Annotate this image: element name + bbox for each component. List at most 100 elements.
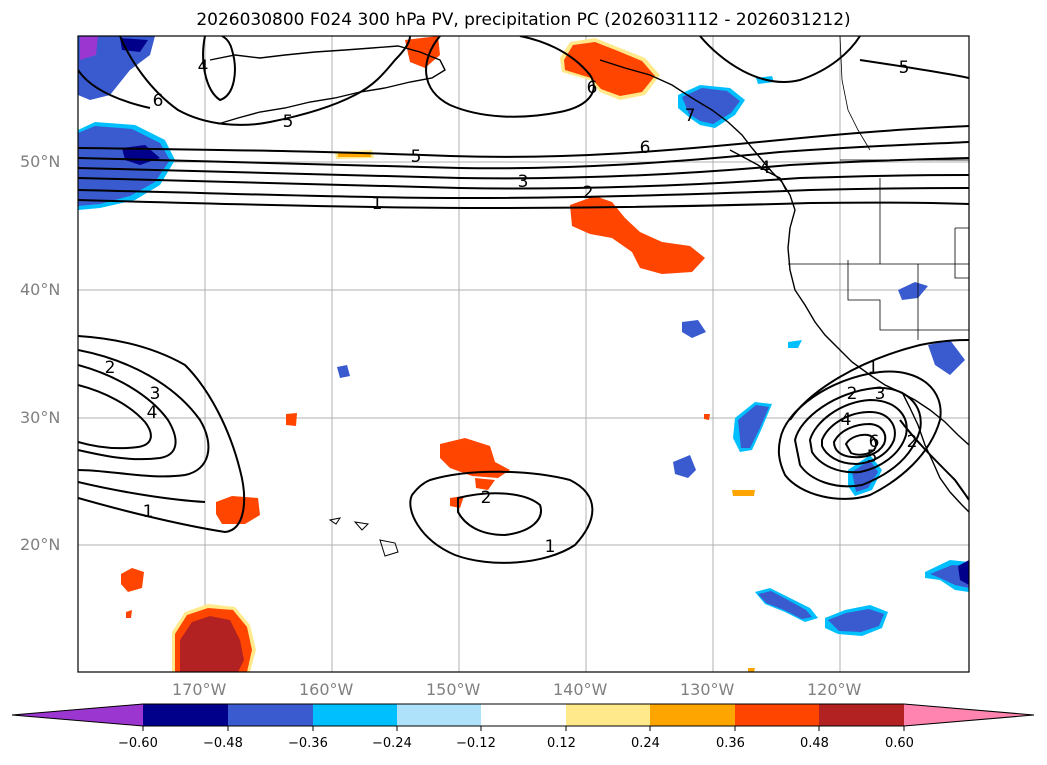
contour-line xyxy=(457,492,542,537)
lon-label: 150°W xyxy=(426,680,481,699)
state-border xyxy=(847,260,969,331)
colorbar-tick-label: 0.60 xyxy=(885,736,914,751)
contour-line xyxy=(859,59,969,79)
precip-area xyxy=(682,88,740,124)
contour-line xyxy=(78,157,969,180)
precip-area xyxy=(440,438,510,478)
lat-label: 20°N xyxy=(20,535,61,554)
map-title: 2026030800 F024 300 hPa PV, precipitatio… xyxy=(196,10,851,30)
contour-line xyxy=(409,470,594,564)
canada-border xyxy=(839,36,871,151)
precip-area xyxy=(286,413,297,426)
contour-label: 2 xyxy=(583,183,594,203)
precip-area xyxy=(405,36,440,68)
contour-label: 1 xyxy=(868,358,879,378)
colorbar-bin xyxy=(650,704,735,726)
lon-label: 160°W xyxy=(299,680,354,699)
colorbar-under-extension xyxy=(12,704,143,726)
contour-label: 2 xyxy=(481,488,492,508)
precip-area xyxy=(475,478,495,490)
state-border xyxy=(954,227,969,279)
contour-line xyxy=(78,384,152,450)
precip-area xyxy=(78,126,170,206)
graticule xyxy=(78,36,969,672)
colorbar-tick-label: 0.12 xyxy=(547,736,576,751)
alaska-peninsula xyxy=(209,45,446,125)
contour-line xyxy=(821,410,896,466)
contour-label: 6 xyxy=(640,138,651,158)
precip-area xyxy=(570,196,705,274)
contour-line xyxy=(899,419,969,501)
precip-negative-areas xyxy=(78,36,969,636)
contour-line xyxy=(832,422,887,459)
contour-line xyxy=(119,36,411,126)
precip-area xyxy=(828,609,884,632)
contour-label: 6 xyxy=(587,78,598,98)
contour-label: 3 xyxy=(150,384,161,404)
contour-label: 4 xyxy=(198,57,209,77)
precip-area xyxy=(788,340,802,348)
lon-label: 170°W xyxy=(172,680,227,699)
precip-area xyxy=(673,455,696,478)
contour-label: 5 xyxy=(283,112,294,132)
precip-area xyxy=(928,340,965,375)
precip-area xyxy=(78,36,155,100)
contour-label: 4 xyxy=(760,158,771,178)
colorbar-bin xyxy=(735,704,819,726)
precip-area xyxy=(337,365,350,378)
contour-label: 4 xyxy=(841,410,852,430)
precip-area xyxy=(704,414,710,420)
contour-label: 6 xyxy=(869,432,880,452)
precip-area xyxy=(120,38,148,52)
contour-label: 1 xyxy=(545,537,556,557)
colorbar-bin xyxy=(819,704,904,726)
contour-line xyxy=(699,36,861,83)
lat-label: 50°N xyxy=(20,152,61,171)
colorbar-tick-label: −0.36 xyxy=(288,736,328,751)
contour-line xyxy=(777,370,942,500)
precip-area xyxy=(738,405,769,448)
colorbar-bin xyxy=(228,704,313,726)
colorbar-tick-label: 0.48 xyxy=(800,736,829,751)
contour-label: 2 xyxy=(105,358,116,378)
contour-label: 1 xyxy=(143,502,154,522)
contour-label: 5 xyxy=(899,58,910,78)
contour-label: 2 xyxy=(907,432,918,452)
contour-label: 5 xyxy=(867,447,878,467)
lat-label: 40°N xyxy=(20,280,61,299)
lon-label: 120°W xyxy=(807,680,862,699)
precip-area xyxy=(126,610,132,618)
precip-positive-areas xyxy=(121,36,755,672)
contour-label: 4 xyxy=(147,403,158,423)
precip-area xyxy=(564,42,655,96)
lon-label: 130°W xyxy=(680,680,735,699)
colorbar-bin xyxy=(397,704,481,726)
contour-line xyxy=(78,141,969,170)
colorbar-bin xyxy=(143,704,228,726)
contour-label: 7 xyxy=(685,106,696,126)
precip-area xyxy=(732,490,755,496)
contour-line xyxy=(78,187,969,200)
precip-area xyxy=(748,668,755,672)
colorbar-tick-marks xyxy=(142,726,905,731)
colorbar xyxy=(11,703,1035,731)
contour-line xyxy=(78,335,246,534)
colorbar-bin xyxy=(481,704,566,726)
contour-line xyxy=(808,398,908,474)
map-frame xyxy=(77,35,970,673)
lon-label: 140°W xyxy=(553,680,608,699)
contour-line xyxy=(78,125,969,158)
map-background xyxy=(78,36,969,672)
colorbar-tick-label: −0.48 xyxy=(203,736,243,751)
hawaii-islands xyxy=(328,517,399,557)
colorbar-tick-label: −0.12 xyxy=(456,736,496,751)
baja-coast xyxy=(901,391,969,513)
precip-area xyxy=(121,568,144,592)
colorbar-over-extension xyxy=(904,704,1034,726)
precip-area xyxy=(758,591,812,619)
contour-line xyxy=(78,481,206,503)
colorbar-bin xyxy=(313,704,397,726)
contour-line xyxy=(78,349,210,478)
precip-area xyxy=(958,560,969,585)
